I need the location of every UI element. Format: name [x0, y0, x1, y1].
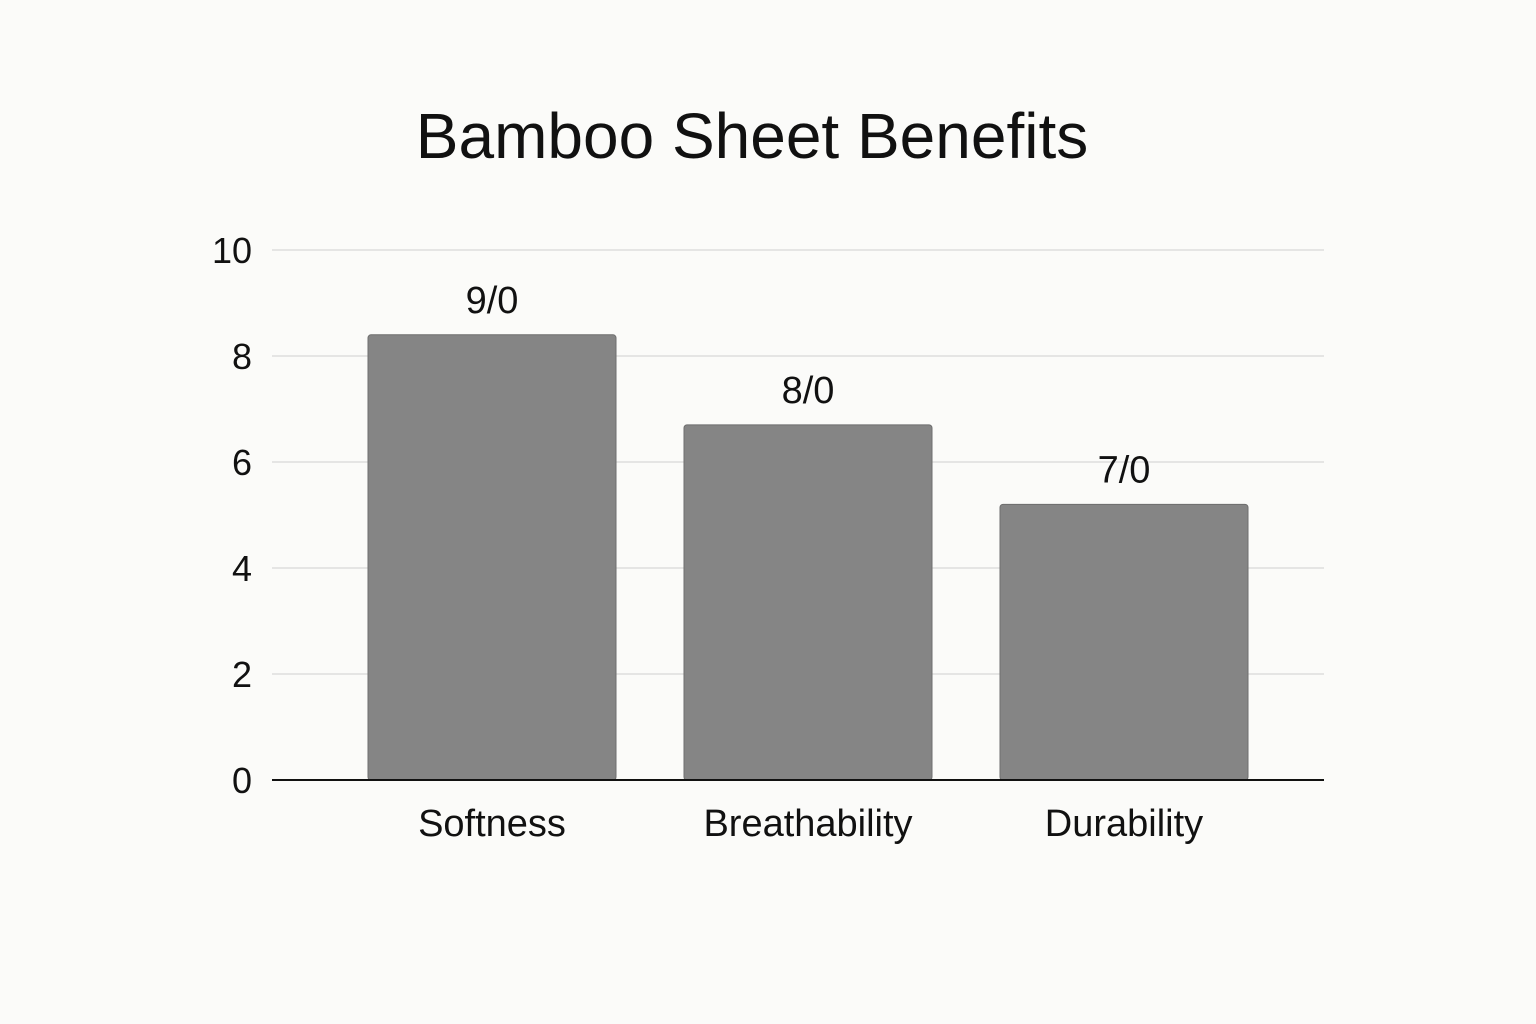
chart-title: Bamboo Sheet Benefits	[416, 100, 1088, 172]
bar-breathability	[683, 424, 933, 781]
y-tick-label: 2	[232, 654, 252, 695]
y-tick-label: 8	[232, 336, 252, 377]
x-tick-label-breathability: Breathability	[703, 803, 912, 845]
data-labels: 9/0 8/0 7/0	[466, 280, 1151, 492]
x-tick-label-durability: Durability	[1045, 803, 1203, 845]
bar-durability	[999, 503, 1249, 781]
data-label-durability: 7/0	[1098, 449, 1151, 491]
x-axis-ticks: Softness Breathability Durability	[418, 803, 1203, 845]
y-tick-label: 6	[232, 442, 252, 483]
data-label-softness: 9/0	[466, 280, 519, 322]
data-label-breathability: 8/0	[782, 370, 835, 412]
y-tick-label: 4	[232, 548, 252, 589]
x-tick-label-softness: Softness	[418, 803, 566, 845]
y-tick-label: 10	[212, 230, 252, 271]
y-tick-label: 0	[232, 760, 252, 801]
bars	[367, 334, 1249, 781]
bar-softness	[367, 334, 617, 781]
y-axis-ticks: 0 2 4 6 8 10	[212, 230, 252, 801]
